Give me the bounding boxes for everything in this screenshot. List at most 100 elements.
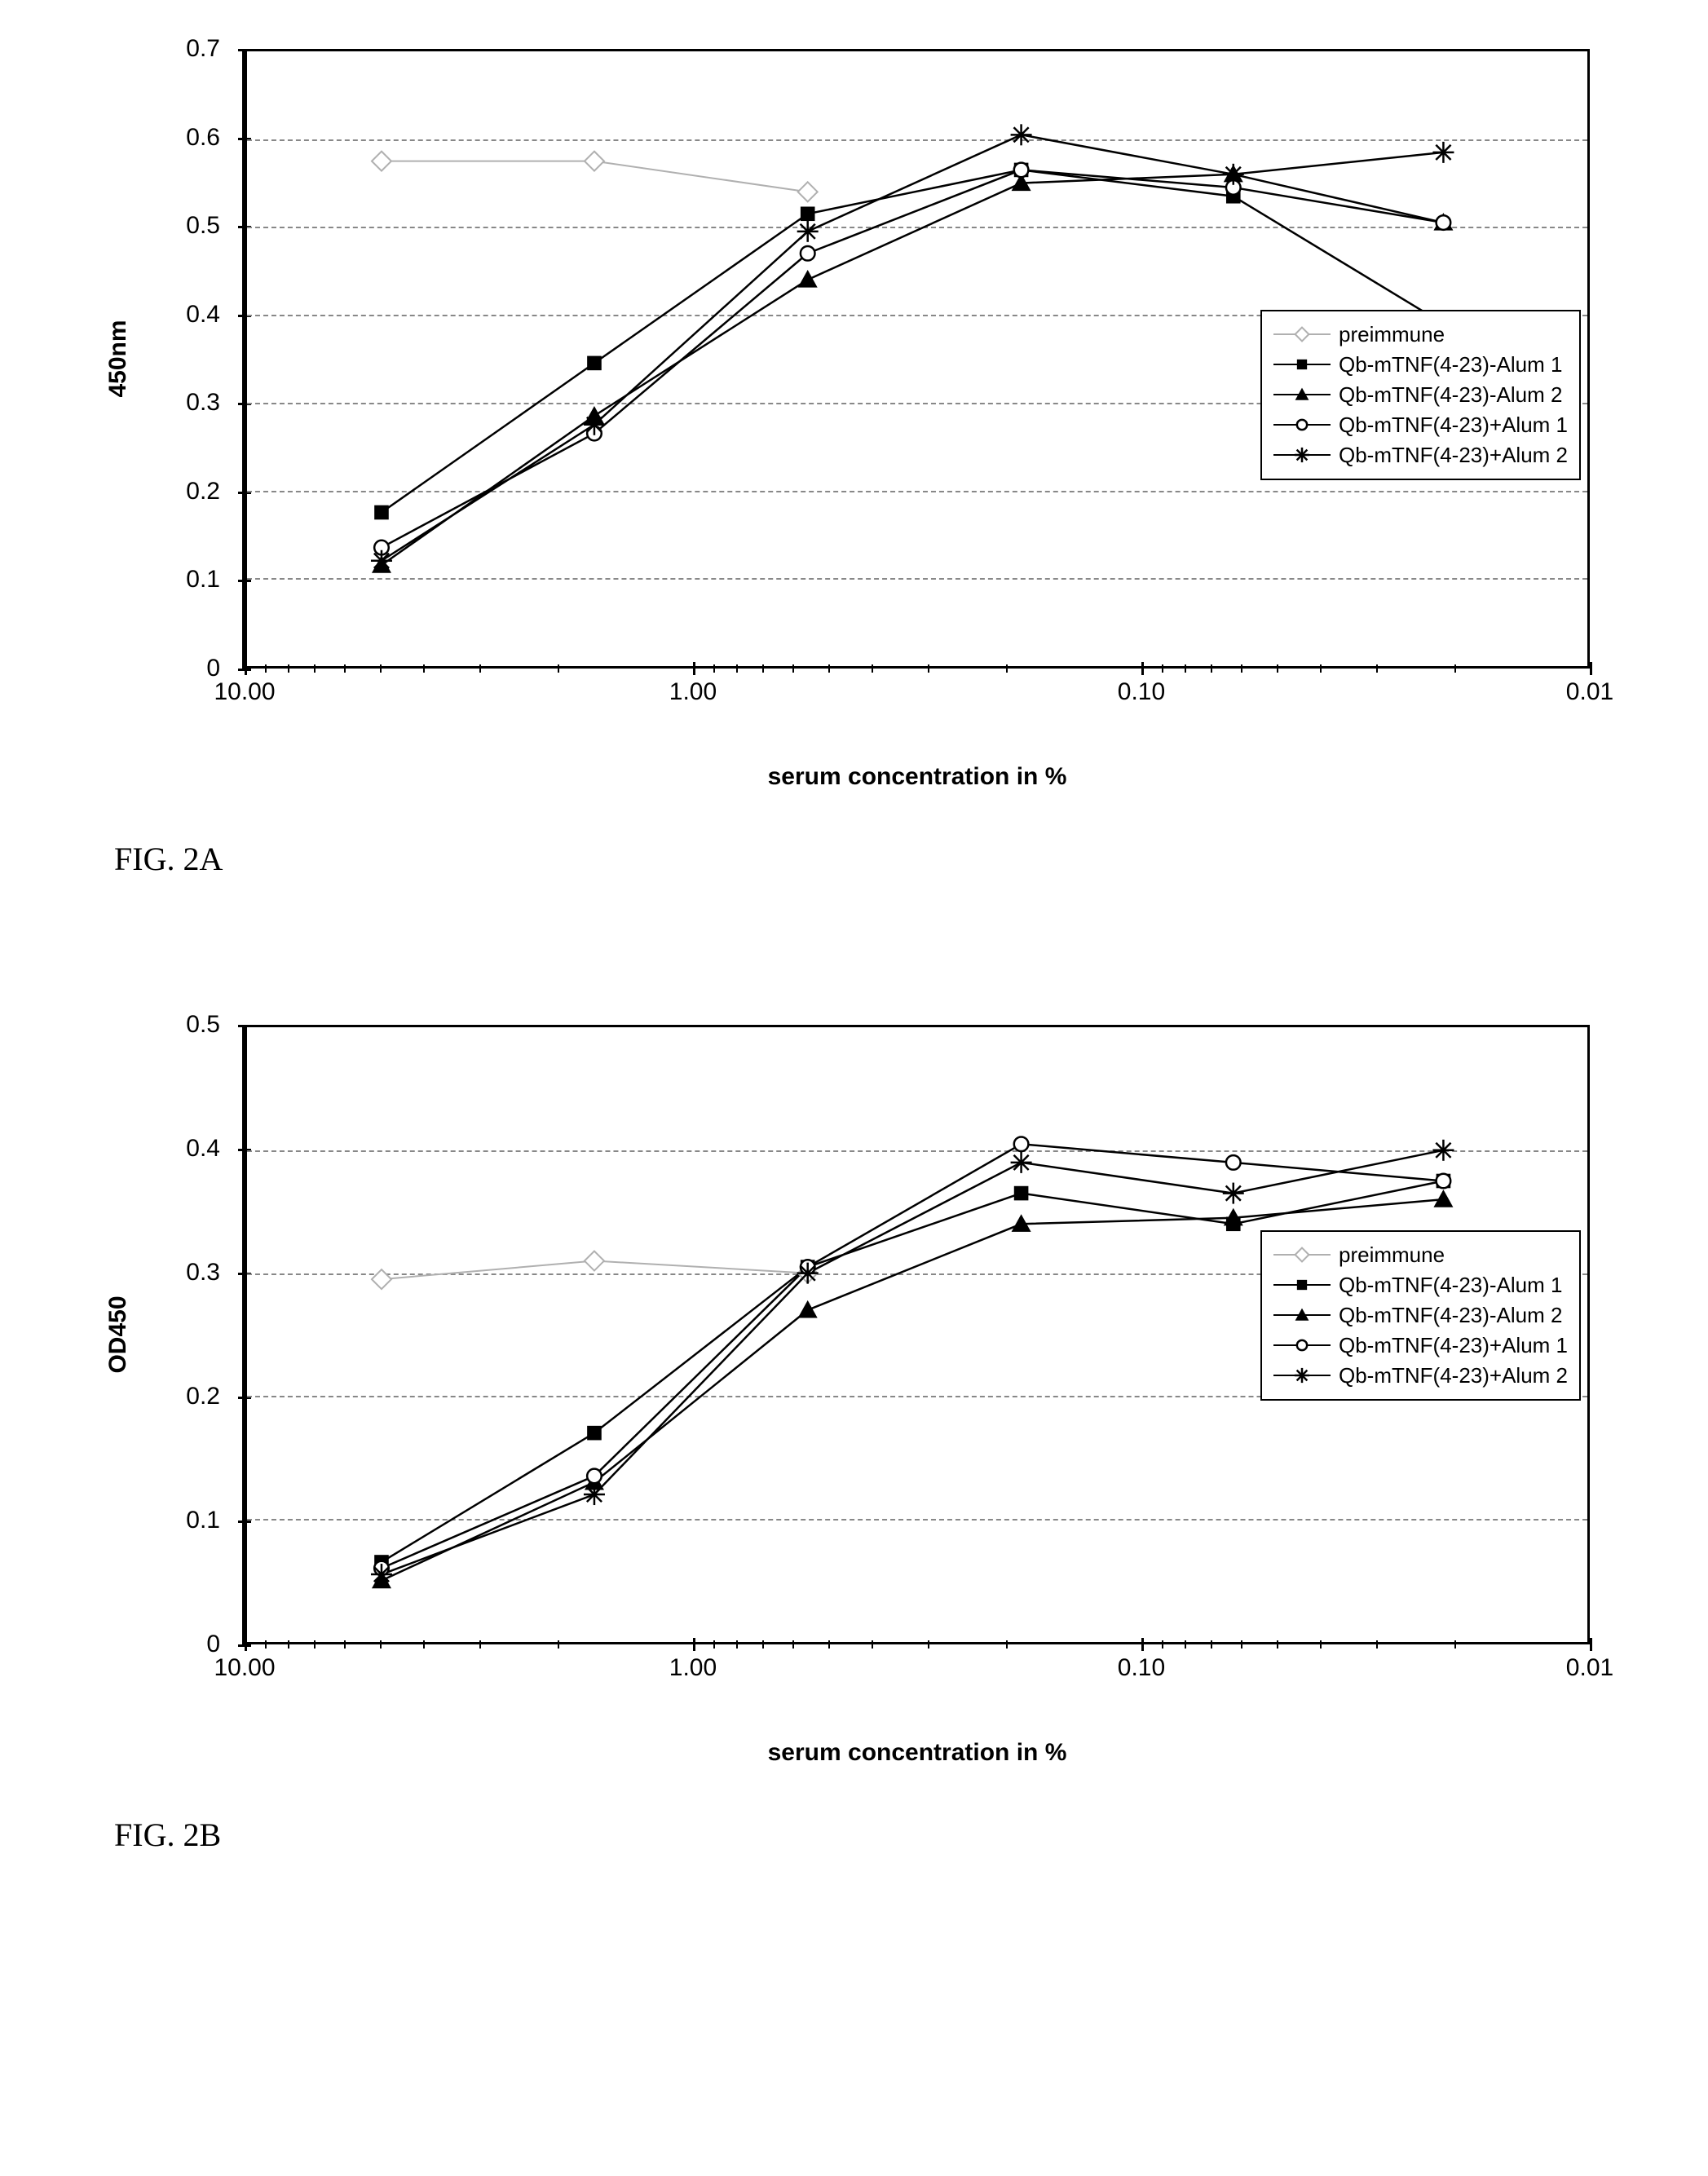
x-tick-minor xyxy=(1185,1640,1186,1649)
legend-item: preimmune xyxy=(1273,320,1568,350)
x-tick-minor xyxy=(380,664,382,673)
x-tick-minor xyxy=(713,1640,715,1649)
x-tick-label: 1.00 xyxy=(669,678,717,706)
x-tick-minor xyxy=(872,664,873,673)
x-tick-label: 0.10 xyxy=(1118,678,1165,706)
legend-marker-icon xyxy=(1290,322,1314,346)
legend-marker-icon xyxy=(1290,352,1314,377)
x-tick-minor xyxy=(828,1640,830,1649)
chart: 00.10.20.30.40.5OD450 xyxy=(163,1025,1590,1710)
x-tick-minor xyxy=(1376,664,1378,673)
y-tick-label: 0.5 xyxy=(163,1011,220,1039)
y-tick-label: 0 xyxy=(163,1631,220,1658)
legend-marker-icon xyxy=(1290,1333,1314,1357)
legend-label: Qb-mTNF(4-23)-Alum 1 xyxy=(1339,352,1562,377)
x-tick-minor xyxy=(928,664,929,673)
x-tick-minor xyxy=(344,1640,346,1649)
x-tick-minor xyxy=(423,664,425,673)
legend-marker-icon xyxy=(1290,443,1314,467)
y-tick-label: 0.4 xyxy=(163,301,220,329)
y-tick-label: 0.4 xyxy=(163,1135,220,1163)
y-axis-title: 450nm xyxy=(104,320,132,397)
x-tick-minor xyxy=(1454,1640,1456,1649)
y-tick-label: 0 xyxy=(163,655,220,682)
y-axis: 00.10.20.30.40.50.60.7450nm xyxy=(163,49,245,669)
legend-label: preimmune xyxy=(1339,1242,1445,1268)
x-tick-minor xyxy=(1320,1640,1322,1649)
legend-swatch xyxy=(1273,1277,1331,1293)
legend-label: Qb-mTNF(4-23)-Alum 2 xyxy=(1339,382,1562,408)
legend-label: Qb-mTNF(4-23)-Alum 1 xyxy=(1339,1273,1562,1298)
x-axis-title: serum concentration in % xyxy=(768,1739,1067,1767)
legend-label: preimmune xyxy=(1339,322,1445,347)
x-tick-minor xyxy=(713,664,715,673)
x-tick-label: 0.01 xyxy=(1566,1654,1613,1682)
x-tick-mark xyxy=(245,662,247,675)
y-tick-label: 0.1 xyxy=(163,1507,220,1534)
figure-block: 00.10.20.30.40.5OD450 xyxy=(65,1025,1643,1854)
y-tick: 0.4 xyxy=(163,1135,245,1163)
y-tick: 0.3 xyxy=(163,1259,245,1287)
x-tick-mark xyxy=(1590,662,1592,675)
x-tick-label: 10.00 xyxy=(214,678,275,706)
legend-label: Qb-mTNF(4-23)+Alum 2 xyxy=(1339,443,1568,468)
x-tick-label: 0.10 xyxy=(1118,1654,1165,1682)
figure-caption: FIG. 2A xyxy=(114,840,1643,878)
legend-swatch xyxy=(1273,1337,1331,1353)
x-tick-minor xyxy=(558,664,559,673)
x-tick-minor xyxy=(288,1640,289,1649)
y-tick-label: 0.2 xyxy=(163,478,220,505)
y-tick-label: 0.3 xyxy=(163,1259,220,1287)
legend-swatch xyxy=(1273,1247,1331,1263)
x-tick-mark xyxy=(693,1638,695,1651)
legend-item: Qb-mTNF(4-23)+Alum 1 xyxy=(1273,410,1568,440)
x-tick-minor xyxy=(1277,664,1278,673)
plot-area: preimmune Qb-mTNF(4-23)-Alum 1 Qb-mTNF(4-2… xyxy=(245,49,1590,669)
legend-label: Qb-mTNF(4-23)-Alum 2 xyxy=(1339,1303,1562,1328)
y-tick: 0.5 xyxy=(163,1011,245,1039)
legend-swatch xyxy=(1273,386,1331,403)
legend-label: Qb-mTNF(4-23)+Alum 1 xyxy=(1339,1333,1568,1358)
x-tick-minor xyxy=(265,1640,267,1649)
x-tick-minor xyxy=(928,1640,929,1649)
x-tick-label: 10.00 xyxy=(214,1654,275,1682)
legend-marker-icon xyxy=(1290,1242,1314,1267)
legend-marker-icon xyxy=(1290,1363,1314,1388)
legend-label: Qb-mTNF(4-23)+Alum 2 xyxy=(1339,1363,1568,1388)
x-tick-minor xyxy=(1320,664,1322,673)
legend-swatch xyxy=(1273,1367,1331,1384)
figure-block: 00.10.20.30.40.50.60.7450nm xyxy=(65,49,1643,878)
x-tick-mark xyxy=(245,1638,247,1651)
x-tick-minor xyxy=(314,1640,316,1649)
y-tick: 0.2 xyxy=(163,1383,245,1410)
legend-item: Qb-mTNF(4-23)-Alum 1 xyxy=(1273,1270,1568,1300)
x-tick-minor xyxy=(1211,664,1212,673)
plot-area: preimmune Qb-mTNF(4-23)-Alum 1 Qb-mTNF(4-2… xyxy=(245,1025,1590,1644)
x-tick-minor xyxy=(1241,1640,1242,1649)
legend-item: Qb-mTNF(4-23)+Alum 2 xyxy=(1273,440,1568,470)
y-tick: 0.5 xyxy=(163,212,245,240)
y-axis-title: OD450 xyxy=(104,1295,132,1373)
legend-swatch xyxy=(1273,356,1331,373)
y-tick: 0.3 xyxy=(163,389,245,417)
x-tick-label: 1.00 xyxy=(669,1654,717,1682)
x-tick-minor xyxy=(288,664,289,673)
legend-item: Qb-mTNF(4-23)-Alum 2 xyxy=(1273,380,1568,410)
x-tick-minor xyxy=(479,664,481,673)
x-tick-minor xyxy=(1277,1640,1278,1649)
y-tick: 0.2 xyxy=(163,478,245,505)
x-tick-minor xyxy=(762,1640,764,1649)
x-tick-minor xyxy=(1162,664,1163,673)
x-tick-minor xyxy=(1211,1640,1212,1649)
y-tick: 0.6 xyxy=(163,124,245,152)
x-tick-minor xyxy=(792,664,794,673)
x-tick-minor xyxy=(558,1640,559,1649)
x-tick-minor xyxy=(380,1640,382,1649)
x-tick-minor xyxy=(1185,664,1186,673)
legend-swatch xyxy=(1273,417,1331,433)
legend-item: preimmune xyxy=(1273,1240,1568,1270)
y-tick-label: 0.1 xyxy=(163,566,220,594)
x-tick-minor xyxy=(736,664,738,673)
x-tick-minor xyxy=(1162,1640,1163,1649)
y-tick-label: 0.3 xyxy=(163,389,220,417)
